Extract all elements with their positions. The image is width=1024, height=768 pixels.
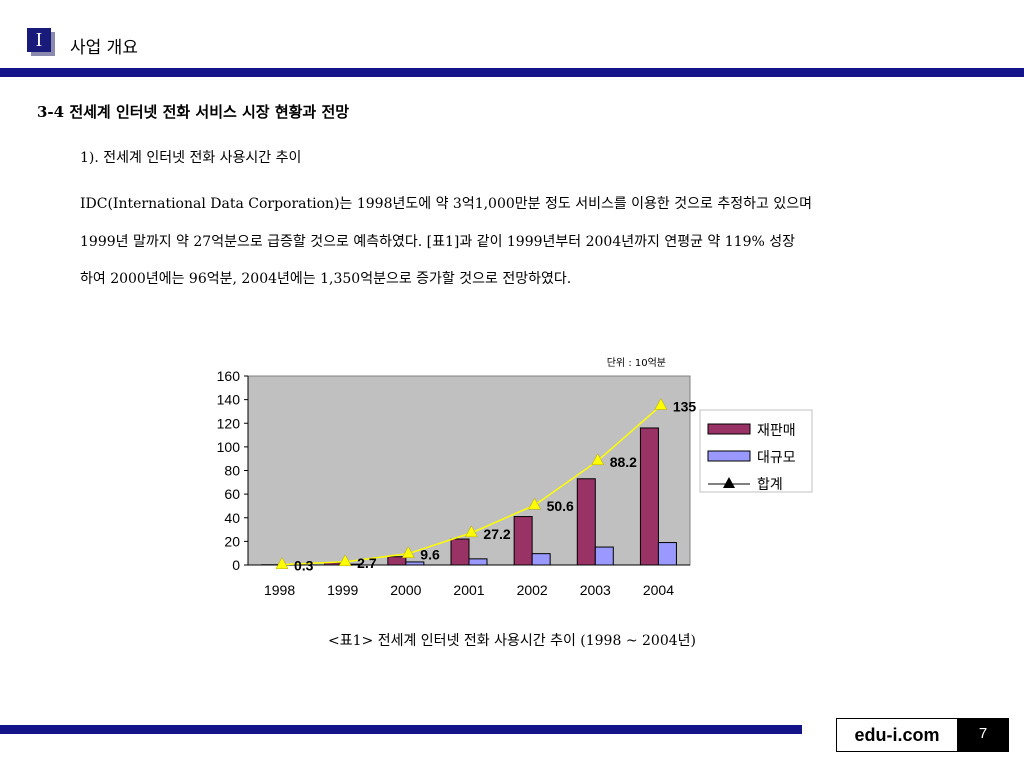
x-tick-label: 2003 <box>580 582 611 598</box>
bar-resale <box>513 516 533 566</box>
x-tick-label: 1999 <box>327 582 358 598</box>
y-tick-label: 80 <box>224 463 240 479</box>
total-point <box>338 554 352 567</box>
x-tick-label: 2002 <box>517 582 548 598</box>
legend-label: 대규모 <box>757 450 796 466</box>
bar-resale <box>576 478 596 566</box>
total-data-label: 135 <box>673 399 697 415</box>
bar-large-scale <box>594 546 614 566</box>
legend-label: 합계 <box>757 477 783 493</box>
paragraph-line-1: IDC(International Data Corporation)는 199… <box>80 196 812 212</box>
total-data-label: 88.2 <box>610 454 637 470</box>
usage-chart: 단위 : 10억분 0 20 40 60 80 100 120 140 160 1998 1999 20… <box>217 356 813 598</box>
total-data-label: 2.7 <box>357 555 377 571</box>
total-data-label: 27.2 <box>483 526 510 542</box>
legend-label: 재판매 <box>757 423 796 439</box>
y-tick-label: 20 <box>224 533 240 549</box>
bar-large-scale <box>405 561 425 566</box>
bar-resale <box>450 538 470 566</box>
section-numeral: I <box>27 28 51 52</box>
total-data-label: 9.6 <box>420 547 440 563</box>
y-tick-label: 60 <box>224 486 240 502</box>
paragraph-line-3: 하여 2000년에는 96억분, 2004년에는 1,350억분으로 증가할 것… <box>80 271 572 287</box>
chart-caption: <표1> 전세계 인터넷 전화 사용시간 추이 (1998 ~ 2004년) <box>328 633 696 649</box>
bottom-divider <box>0 725 802 734</box>
footer-brand: edu-i.com <box>836 718 958 752</box>
total-point <box>401 546 415 558</box>
x-tick-label: 1998 <box>264 582 295 598</box>
y-tick-label: 40 <box>224 510 240 526</box>
bar-large-scale <box>531 553 551 566</box>
y-tick-label: 160 <box>217 368 241 384</box>
total-data-label: 50.6 <box>547 498 574 514</box>
legend-swatch-large-scale <box>707 450 751 462</box>
total-point <box>654 398 668 410</box>
total-data-label: 0.3 <box>294 558 314 574</box>
legend-marker-total <box>723 477 735 488</box>
total-point <box>528 497 541 510</box>
x-tick-label: 2001 <box>453 582 484 598</box>
paragraph-line-2: 1999년 말까지 약 27억분으로 급증할 것으로 예측하였다. [표1]과 … <box>80 234 795 250</box>
total-point <box>465 525 478 538</box>
y-tick-label: 120 <box>217 415 241 431</box>
y-tick-label: 140 <box>217 392 241 408</box>
bar-resale <box>387 556 407 566</box>
x-tick-label: 2004 <box>643 582 674 598</box>
total-point <box>591 453 605 466</box>
legend-swatch-resale <box>707 423 751 435</box>
page-title: 사업 개요 <box>70 38 138 58</box>
subheading: 1). 전세계 인터넷 전화 사용시간 추이 <box>80 150 302 166</box>
bar-resale <box>639 427 659 566</box>
bar-large-scale <box>657 542 677 566</box>
x-tick-label: 2000 <box>390 582 421 598</box>
total-point <box>275 557 289 569</box>
section-numeral-icon: I <box>27 28 55 56</box>
y-tick-label: 100 <box>217 439 241 455</box>
bar-large-scale <box>468 558 488 566</box>
page-number: 7 <box>957 718 1009 752</box>
section-heading: 3-4 전세계 인터넷 전화 서비스 시장 현황과 전망 <box>37 103 350 121</box>
chart-unit-note: 단위 : 10억분 <box>607 356 666 369</box>
y-tick-label: 0 <box>232 557 240 573</box>
top-divider <box>0 68 1024 77</box>
